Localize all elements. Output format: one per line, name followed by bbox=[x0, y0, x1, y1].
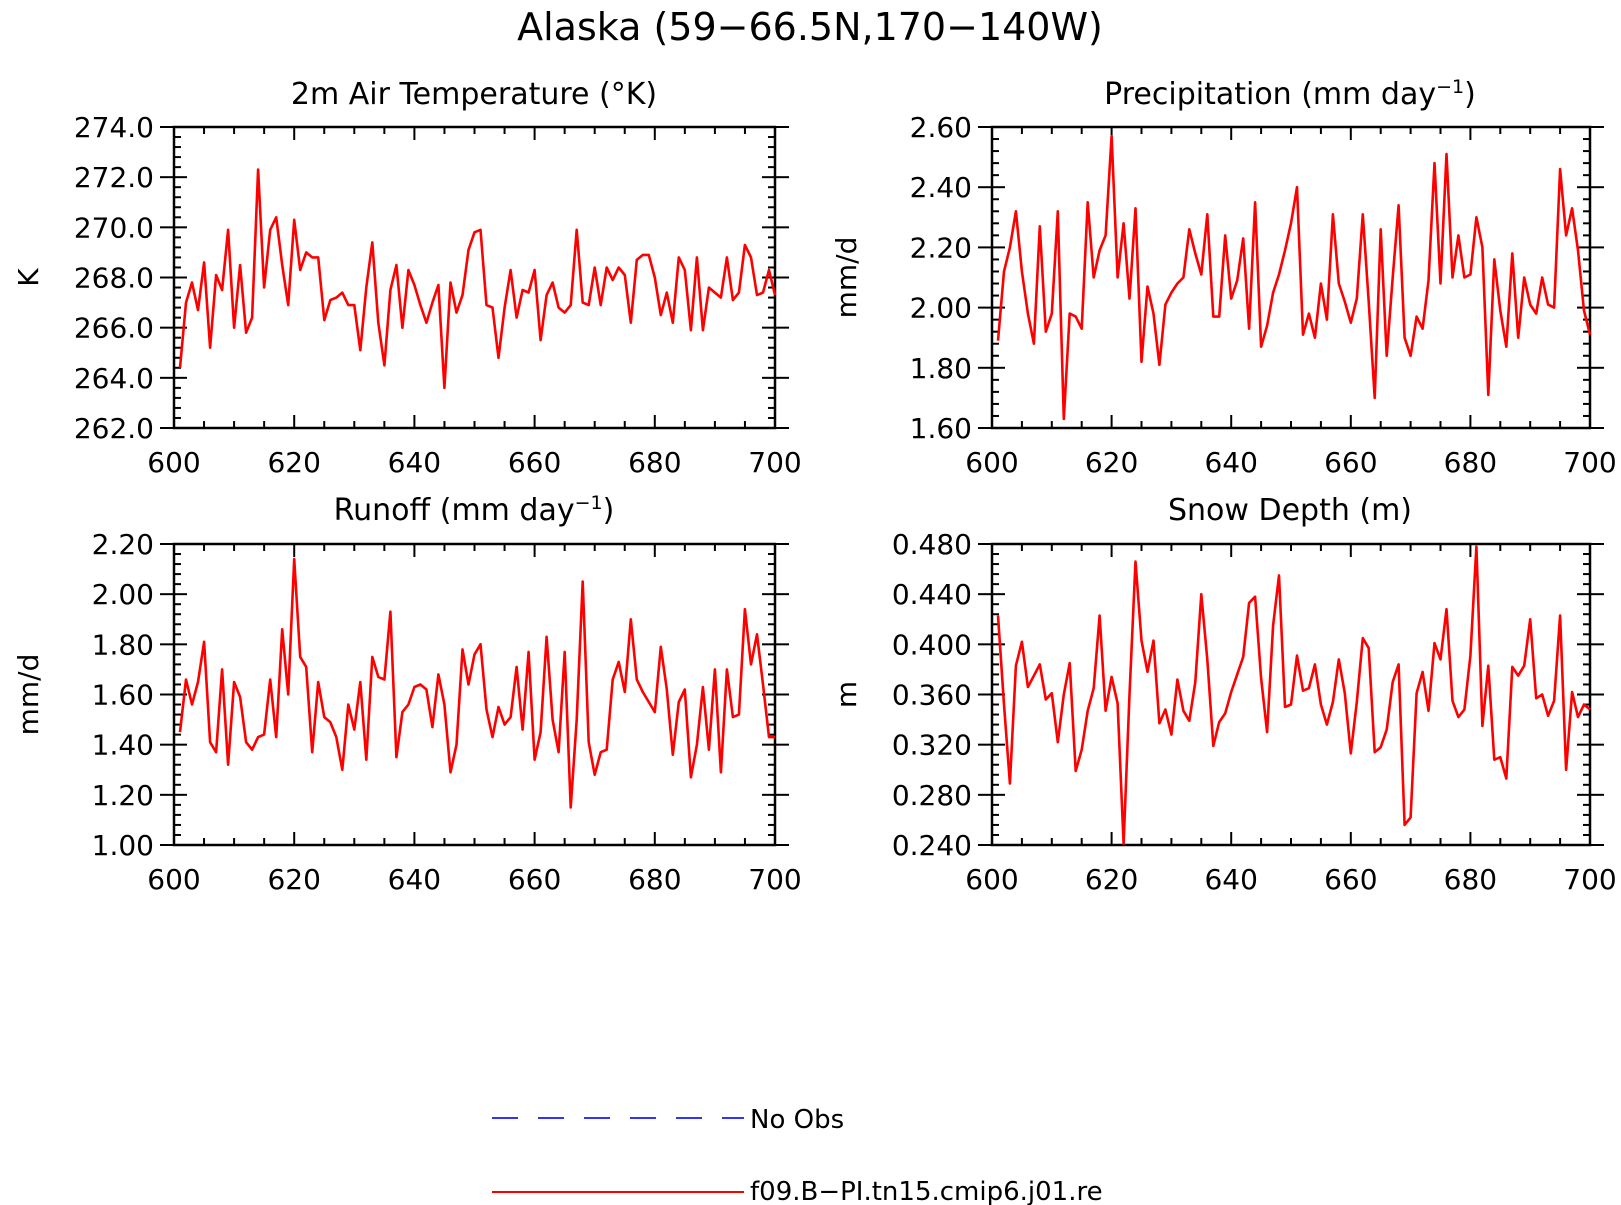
chart-snow-depth: Snow Depth (m) 600 620 640 660 680 700 0.240 0.… bbox=[830, 493, 1617, 896]
series-line bbox=[996, 134, 1592, 421]
x-tick-label: 660 bbox=[508, 446, 561, 479]
x-tick-label: 700 bbox=[1563, 863, 1616, 896]
x-tick-label: 620 bbox=[1085, 863, 1138, 896]
y-tick-label: 1.20 bbox=[92, 779, 154, 812]
x-tick-label: 600 bbox=[147, 863, 200, 896]
y-axis-label: mm/d bbox=[830, 237, 863, 319]
plot-frame bbox=[990, 125, 1592, 430]
legend-label-no-obs: No Obs bbox=[750, 1105, 844, 1135]
legend: No Obs f09.B−PI.tn15.cmip6.j01.re bbox=[492, 1105, 1103, 1205]
y-axis-label: mm/d bbox=[12, 654, 45, 736]
series-line bbox=[178, 168, 777, 390]
x-tick-label: 600 bbox=[965, 446, 1018, 479]
panel-title: Snow Depth (m) bbox=[1168, 493, 1412, 528]
chart-runoff: Runoff (mm day−1) 600 620 640 660 680 700 1.00… bbox=[12, 492, 802, 896]
x-tick-label: 600 bbox=[965, 863, 1018, 896]
y-tick-label: 0.400 bbox=[892, 628, 972, 661]
y-tick-label: 266.0 bbox=[74, 312, 154, 345]
x-tick-label: 700 bbox=[748, 863, 801, 896]
y-tick-label: 0.360 bbox=[892, 679, 972, 712]
series-line bbox=[178, 557, 775, 809]
x-tick-label: 660 bbox=[1324, 863, 1377, 896]
x-tick-label: 640 bbox=[1204, 863, 1257, 896]
y-tick-label: 0.480 bbox=[892, 528, 972, 561]
y-tick-label: 2.20 bbox=[910, 231, 972, 264]
y-tick-label: 0.320 bbox=[892, 729, 972, 762]
y-tick-label: 2.20 bbox=[92, 528, 154, 561]
y-tick-label: 1.80 bbox=[910, 352, 972, 385]
x-tick-label: 680 bbox=[628, 446, 681, 479]
y-tick-label: 274.0 bbox=[74, 111, 154, 144]
series-line bbox=[996, 545, 1591, 846]
y-axis-label: m bbox=[830, 681, 863, 708]
chart-temperature: 2m Air Temperature (°K) 600 620 640 660 680 7… bbox=[12, 77, 802, 479]
x-tick-label: 680 bbox=[1444, 446, 1497, 479]
x-tick-label: 700 bbox=[1563, 446, 1616, 479]
y-tick-label: 1.80 bbox=[92, 628, 154, 661]
panel-title: Runoff (mm day−1) bbox=[334, 492, 615, 528]
y-tick-label: 2.60 bbox=[910, 111, 972, 144]
x-tick-label: 680 bbox=[628, 863, 681, 896]
x-tick-label: 640 bbox=[388, 446, 441, 479]
x-tick-label: 640 bbox=[1204, 446, 1257, 479]
y-tick-label: 272.0 bbox=[74, 161, 154, 194]
x-tick-label: 660 bbox=[508, 863, 561, 896]
panel-title: 2m Air Temperature (°K) bbox=[291, 77, 657, 112]
x-tick-label: 700 bbox=[748, 446, 801, 479]
panel-title: Precipitation (mm day−1) bbox=[1104, 76, 1476, 112]
x-tick-label: 660 bbox=[1324, 446, 1377, 479]
y-axis-label: K bbox=[12, 268, 45, 287]
x-tick-label: 620 bbox=[267, 863, 320, 896]
y-tick-label: 0.280 bbox=[892, 779, 972, 812]
y-tick-label: 1.00 bbox=[92, 829, 154, 862]
x-tick-label: 620 bbox=[1085, 446, 1138, 479]
figure-title: Alaska (59−66.5N,170−140W) bbox=[517, 5, 1103, 49]
y-tick-label: 1.60 bbox=[910, 412, 972, 445]
y-tick-label: 270.0 bbox=[74, 211, 154, 244]
y-tick-label: 1.40 bbox=[92, 729, 154, 762]
x-tick-label: 640 bbox=[388, 863, 441, 896]
x-tick-label: 620 bbox=[267, 446, 320, 479]
y-tick-label: 262.0 bbox=[74, 412, 154, 445]
y-tick-label: 1.60 bbox=[92, 679, 154, 712]
x-tick-label: 680 bbox=[1444, 863, 1497, 896]
y-tick-label: 2.00 bbox=[92, 578, 154, 611]
y-tick-label: 0.240 bbox=[892, 829, 972, 862]
legend-label-model: f09.B−PI.tn15.cmip6.j01.re bbox=[750, 1177, 1103, 1205]
y-tick-label: 2.40 bbox=[910, 171, 972, 204]
x-tick-label: 600 bbox=[147, 446, 200, 479]
y-tick-label: 2.00 bbox=[910, 292, 972, 325]
chart-precipitation: Precipitation (mm day−1) 600 620 640 660 680… bbox=[830, 76, 1617, 479]
y-tick-label: 264.0 bbox=[74, 362, 154, 395]
y-tick-label: 0.440 bbox=[892, 578, 972, 611]
y-tick-label: 268.0 bbox=[74, 262, 154, 295]
